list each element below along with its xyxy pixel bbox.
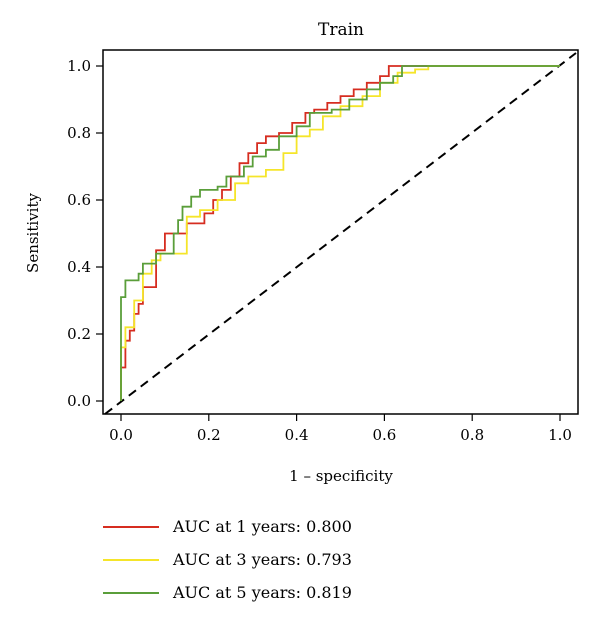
- x-axis: 0.0 0.2 0.4 0.6 0.8 1.0: [109, 414, 572, 444]
- legend-label-3-years: AUC at 3 years: 0.793: [173, 550, 352, 569]
- legend-item-3-years: AUC at 3 years: 0.793: [103, 543, 352, 576]
- legend-label-5-years: AUC at 5 years: 0.819: [173, 583, 352, 602]
- y-tick-label: 0.8: [67, 124, 91, 142]
- legend-swatch-5-years: [103, 591, 159, 594]
- legend: AUC at 1 years: 0.800 AUC at 3 years: 0.…: [103, 510, 352, 609]
- legend-label-1-year: AUC at 1 years: 0.800: [173, 517, 352, 536]
- roc-line-5-years: [120, 65, 560, 401]
- x-tick-label: 1.0: [548, 426, 572, 444]
- legend-item-1-year: AUC at 1 years: 0.800: [103, 510, 352, 543]
- y-tick-label: 1.0: [67, 57, 91, 75]
- y-tick-label: 0.4: [67, 258, 91, 276]
- x-tick-label: 0.8: [460, 426, 484, 444]
- y-tick-label: 0.2: [67, 325, 91, 343]
- chart-title: Train: [318, 20, 364, 40]
- y-tick-label: 0.6: [67, 191, 91, 209]
- legend-item-5-years: AUC at 5 years: 0.819: [103, 576, 352, 609]
- x-tick-label: 0.0: [109, 426, 133, 444]
- plot-frame: [102, 49, 579, 415]
- x-tick-label: 0.6: [372, 426, 396, 444]
- reference-diagonal-line: [104, 52, 577, 415]
- y-tick-label: 0.0: [67, 392, 91, 410]
- series-layer: [120, 65, 560, 401]
- legend-swatch-1-year: [103, 525, 159, 528]
- roc-line-1-year: [120, 65, 560, 401]
- x-tick-label: 0.4: [285, 426, 309, 444]
- y-axis: 0.0 0.2 0.4 0.6 0.8 1.0: [67, 57, 103, 410]
- x-tick-label: 0.2: [197, 426, 221, 444]
- roc-line-3-years: [120, 65, 560, 401]
- x-axis-label: 1 – specificity: [289, 467, 393, 485]
- y-axis-label: Sensitivity: [24, 193, 42, 273]
- reference-line-layer: [104, 52, 577, 415]
- legend-swatch-3-years: [103, 558, 159, 561]
- roc-chart: Train 0.0 0.2 0.4 0.6 0.8 1.0 0.0 0.2 0.4 0.6 0.8…: [24, 20, 579, 485]
